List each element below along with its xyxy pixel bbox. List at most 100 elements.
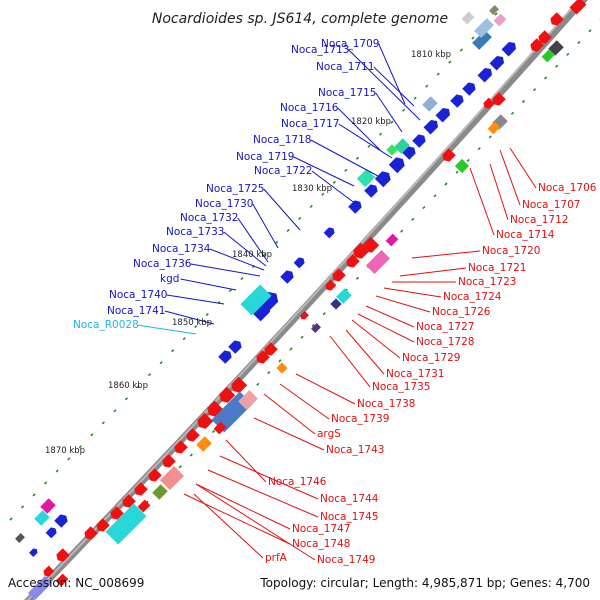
gene-arrow xyxy=(388,157,405,174)
leader-line xyxy=(311,170,357,205)
tick-mark xyxy=(44,481,48,485)
tick-mark xyxy=(136,385,140,389)
leader-line xyxy=(373,66,415,107)
leader-line xyxy=(219,455,319,500)
gene-arrow xyxy=(218,350,232,364)
leader-line xyxy=(223,231,267,267)
gene-label-noca-1745: Noca_1745 xyxy=(320,511,378,523)
gene-block xyxy=(196,436,212,452)
gene-label-noca-1739: Noca_1739 xyxy=(331,413,389,425)
gene-label-noca-1740: Noca_1740 xyxy=(109,289,167,301)
leader-line xyxy=(345,329,385,375)
gene-arrow xyxy=(43,565,55,577)
kbp-labels: 1810 kbp 1820 kbp 1830 kbp 1840 kbp 1850 kbp… xyxy=(45,50,451,456)
gene-arrow xyxy=(538,30,552,44)
tick-mark xyxy=(278,359,282,363)
tick-mark xyxy=(67,457,71,461)
gene-arrow xyxy=(197,412,214,429)
tick-mark xyxy=(355,156,359,160)
tick-mark xyxy=(413,96,417,100)
gene-arrow xyxy=(122,494,136,508)
leader-line xyxy=(190,263,261,277)
gene-label-noca-1736: Noca_1736 xyxy=(133,258,192,270)
gene-arrow xyxy=(325,279,337,291)
gene-label-noca-1744: Noca_1744 xyxy=(320,493,379,505)
gene-label-noca-1741: Noca_1741 xyxy=(107,305,165,317)
gene-arrow xyxy=(148,468,162,482)
gene-arrow xyxy=(293,257,305,269)
gene-arrow xyxy=(162,454,176,468)
tick-mark xyxy=(286,228,290,232)
gene-label-noca-1724: Noca_1724 xyxy=(443,291,502,303)
gene-arrow xyxy=(346,254,360,268)
leader-line xyxy=(193,493,264,559)
tick-mark xyxy=(355,276,359,280)
gene-arrow xyxy=(374,171,391,188)
gene-label-noca-1712: Noca_1712 xyxy=(510,214,568,226)
tick-mark xyxy=(289,347,293,351)
gene-block xyxy=(461,11,475,25)
gene-block xyxy=(105,503,147,545)
gene-label-noca-1726: Noca_1726 xyxy=(432,306,491,318)
summary-text: Topology: circular; Length: 4,985,871 bp… xyxy=(259,576,590,590)
gene-arrow xyxy=(462,82,476,96)
gene-arrow xyxy=(550,12,564,26)
gene-block xyxy=(137,499,151,513)
leader-line xyxy=(375,92,403,133)
gene-arrow xyxy=(483,97,495,109)
gene-label-kgd: kgd xyxy=(160,273,179,285)
leader-line xyxy=(237,217,269,263)
gene-label-noca-1727: Noca_1727 xyxy=(416,321,474,333)
tick-mark xyxy=(256,382,260,386)
gene-label-noca-1716: Noca_1716 xyxy=(280,102,339,114)
leader-line xyxy=(411,250,481,259)
tick-mark xyxy=(390,120,394,124)
gene-arrow xyxy=(54,514,68,528)
gene-block xyxy=(40,498,56,514)
gene-arrow xyxy=(84,526,98,540)
gene-arrow xyxy=(364,184,378,198)
tick-mark xyxy=(240,276,244,281)
gene-arrow xyxy=(489,55,505,71)
gene-block xyxy=(55,573,69,587)
gene-block xyxy=(472,30,492,50)
leader-line xyxy=(225,439,267,483)
gene-label-args: argS xyxy=(317,428,341,440)
gene-label-prfa: prfA xyxy=(265,552,288,564)
gene-label-noca-1709: Noca_1709 xyxy=(321,38,379,50)
gene-block xyxy=(474,18,494,38)
kbp-label: 1870 kbp xyxy=(45,446,85,456)
tick-mark xyxy=(171,349,175,353)
gene-arrow xyxy=(348,200,362,214)
tick-mark xyxy=(466,158,470,162)
gene-arrow xyxy=(110,506,124,520)
tick-mark xyxy=(78,445,82,449)
tick-mark xyxy=(275,240,279,245)
gene-label-noca-1706: Noca_1706 xyxy=(538,182,597,194)
tick-mark xyxy=(263,252,267,257)
leader-line xyxy=(357,313,415,343)
tick-mark xyxy=(101,421,105,425)
gene-block xyxy=(422,96,438,112)
gene-label-noca-1749: Noca_1749 xyxy=(317,554,375,566)
leader-line xyxy=(136,324,197,335)
tick-mark xyxy=(309,204,313,208)
tick-mark xyxy=(298,216,302,220)
leader-line xyxy=(180,278,237,291)
tick-mark xyxy=(422,206,426,210)
tick-mark xyxy=(402,108,406,112)
gene-arrow xyxy=(323,227,335,239)
gene-block xyxy=(487,121,501,135)
leader-line xyxy=(279,383,330,420)
leader-line xyxy=(253,417,325,451)
gene-arrow xyxy=(231,376,248,393)
tick-mark xyxy=(588,29,592,33)
tick-mark xyxy=(436,72,440,76)
tick-mark xyxy=(322,312,326,316)
leader-line xyxy=(209,248,265,271)
gene-arrow xyxy=(501,41,517,57)
tick-mark xyxy=(148,373,152,377)
gene-label-noca-1720: Noca_1720 xyxy=(482,245,540,257)
tick-mark xyxy=(159,361,163,365)
